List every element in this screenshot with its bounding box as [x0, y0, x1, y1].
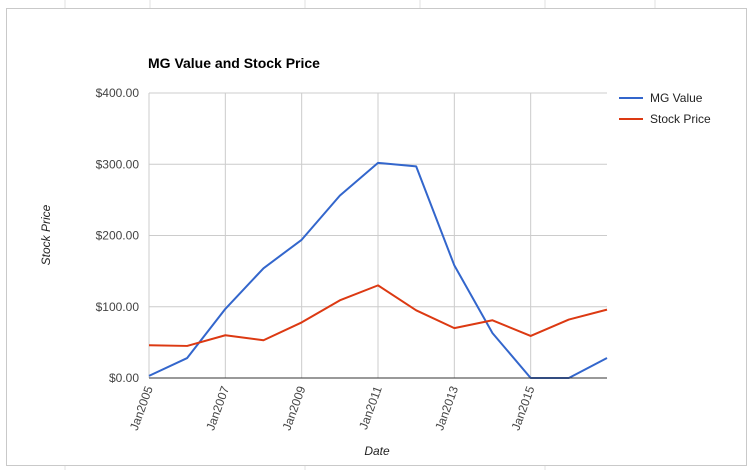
- x-tick-label: Jan2005: [127, 384, 156, 432]
- x-axis-ticks: Jan2005 Jan2007 Jan2009 Jan2011 Jan2013 Jan20…: [127, 384, 538, 432]
- y-axis-title: Stock Price: [39, 204, 53, 265]
- y-axis-ticks: $0.00 $100.00 $200.00 $300.00 $400.00: [96, 86, 140, 385]
- x-tick-label: Jan2007: [203, 384, 232, 432]
- y-tick-label: $100.00: [96, 300, 140, 314]
- legend[interactable]: MG Value Stock Price: [619, 91, 711, 126]
- legend-label-stock-price: Stock Price: [650, 112, 711, 126]
- x-tick-label: Jan2015: [509, 384, 538, 432]
- x-axis-title: Date: [364, 444, 390, 458]
- y-tick-label: $0.00: [109, 371, 139, 385]
- x-tick-label: Jan2009: [280, 384, 309, 432]
- gridlines: [148, 92, 607, 379]
- y-tick-label: $400.00: [96, 86, 140, 100]
- legend-label-mg-value: MG Value: [650, 91, 703, 105]
- chart-title: MG Value and Stock Price: [148, 55, 320, 71]
- line-chart: MG Value and Stock Price $0.00 $100.00 $20…: [39, 55, 711, 458]
- embedded-chart[interactable]: MG Value and Stock Price $0.00 $100.00 $20…: [6, 8, 747, 466]
- x-tick-label: Jan2011: [356, 384, 385, 432]
- x-tick-label: Jan2013: [432, 384, 461, 432]
- y-tick-label: $300.00: [96, 157, 140, 171]
- stock-price-line: [148, 284, 608, 347]
- y-tick-label: $200.00: [96, 229, 140, 243]
